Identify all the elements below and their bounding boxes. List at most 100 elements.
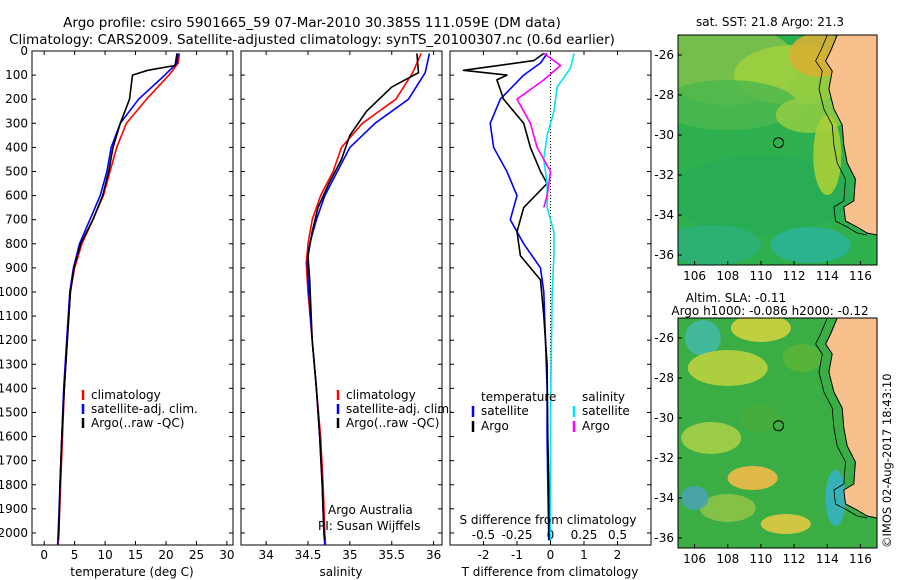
sla-map-ytick-label: -30 xyxy=(654,411,674,425)
depth-axis: 0 100 200 300 400 500 600 700 800 900 1000 1100 1200… xyxy=(0,44,28,540)
sla-map-ytick-label: -36 xyxy=(654,531,674,545)
sst-map-xtick-label: 112 xyxy=(783,269,806,283)
sst-map-ytick-label: -30 xyxy=(654,128,674,142)
difference-series-argo xyxy=(516,52,562,208)
difference-xtick-label: 0 xyxy=(547,548,555,562)
temperature-series-argo---raw--qc- xyxy=(57,53,178,541)
legend-label: climatology xyxy=(346,388,416,402)
legend-label: climatology xyxy=(91,388,161,402)
salinity-xtick-label: 34 xyxy=(258,548,273,562)
sla-map-field-blob xyxy=(760,514,811,534)
copyright-stamp: ©IMOS 02-Aug-2017 18:43:10 xyxy=(880,373,894,548)
maps: 106 108 110 112 114 116 -26 -28 -30 -32 -34 -36 106 1… xyxy=(654,34,878,566)
sla-map-ytick-label: -32 xyxy=(654,451,674,465)
sst-map-xtick-label: 110 xyxy=(749,269,772,283)
header-line-1: Argo profile: csiro 5901665_59 07-Mar-20… xyxy=(63,15,561,31)
sla-map-ytick-label: -34 xyxy=(654,491,674,505)
legend-label: satellite xyxy=(582,404,630,418)
sla-map-area xyxy=(678,318,877,548)
temperature-xtick-label: 10 xyxy=(97,548,112,562)
sla-map-field-blob xyxy=(730,318,791,342)
legend-header-salinity: salinity xyxy=(582,390,625,404)
salinity-xtick-label: 35.5 xyxy=(378,548,405,562)
salinity-xtick-label: 36 xyxy=(426,548,441,562)
temperature-xtick-label: 0 xyxy=(40,548,48,562)
sst-map-land xyxy=(825,35,877,244)
sst-map-ytick-label: -36 xyxy=(654,248,674,262)
sla-map-xtick-label: 110 xyxy=(749,552,772,566)
depth-tick-label: 100 xyxy=(5,68,28,82)
sst-map-frame xyxy=(677,34,878,266)
sla-map-title: Altim. SLA: -0.11 xyxy=(686,291,786,305)
temperature-xtick-label: 25 xyxy=(189,548,204,562)
depth-tick-label: 800 xyxy=(5,237,28,251)
legend-label: satellite-adj. clim. xyxy=(91,402,198,416)
depth-tick-label: 0 xyxy=(20,44,28,58)
temperature-xtick-label: 20 xyxy=(158,548,173,562)
sla-map-field-blob xyxy=(738,404,783,432)
legend-label: satellite-adj. clim. xyxy=(346,402,453,416)
annotation-pi: PI: Susan Wijffels xyxy=(318,519,420,533)
sst-map-xtick-label: 106 xyxy=(683,269,706,283)
sst-map-field-blob xyxy=(813,115,842,195)
legend-label: Argo xyxy=(582,419,610,433)
sla-map-field-blob xyxy=(684,320,721,356)
sst-map-xtick-label: 114 xyxy=(816,269,839,283)
sla-map-land xyxy=(825,318,877,527)
depth-tick-label: 1600 xyxy=(0,430,28,444)
sst-map-title: sat. SST: 21.8 Argo: 21.3 xyxy=(696,15,844,29)
legend-label: Argo(..raw -QC) xyxy=(91,416,184,430)
sst-map-argo-marker xyxy=(772,137,784,149)
salinity-panel-frame xyxy=(240,50,443,546)
sst-map-shelf-contour xyxy=(815,35,868,236)
salinity-xlabel: salinity xyxy=(319,565,362,579)
depth-tick-label: 500 xyxy=(5,165,28,179)
salinity-xtick-label: 34.5 xyxy=(295,548,322,562)
sla-map-xtick-label: 112 xyxy=(783,552,806,566)
depth-tick-label: 1300 xyxy=(0,357,28,371)
sla-map-argo-marker xyxy=(772,420,784,432)
difference-xtick-label: 2 xyxy=(614,548,622,562)
sla-map-ytick-label: -28 xyxy=(654,371,674,385)
depth-tick-label: 1100 xyxy=(0,309,28,323)
legend-label: satellite xyxy=(481,404,529,418)
sla-map-xtick-label: 106 xyxy=(683,552,706,566)
temperature-xtick-label: 15 xyxy=(128,548,143,562)
difference-xtick-label: 1 xyxy=(580,548,588,562)
difference-xlabel: T difference from climatology xyxy=(461,565,639,579)
difference-xtick-label: -2 xyxy=(478,548,490,562)
sla-map-field-blob xyxy=(681,422,742,454)
sla-map-xtick-label: 108 xyxy=(716,552,739,566)
sst-map-ytick-label: -34 xyxy=(654,208,674,222)
sla-map-field-blob xyxy=(680,486,709,510)
sla-map-xtick-label: 116 xyxy=(849,552,872,566)
depth-tick-label: 1500 xyxy=(0,406,28,420)
depth-tick-label: 300 xyxy=(5,116,28,130)
sla-map-subtitle: Argo h1000: -0.086 h2000: -0.12 xyxy=(671,304,868,318)
temperature-xtick-label: 5 xyxy=(71,548,79,562)
sst-map-area xyxy=(678,35,877,265)
legend-label: Argo(..raw -QC) xyxy=(346,416,439,430)
difference-series-satellite xyxy=(489,52,550,541)
legend-header-temperature: temperature xyxy=(481,390,556,404)
depth-tick-label: 900 xyxy=(5,261,28,275)
depth-tick-label: 400 xyxy=(5,140,28,154)
sst-map-field-blob xyxy=(678,225,762,265)
depth-tick-label: 700 xyxy=(5,213,28,227)
difference-top-tick-label: 0.25 xyxy=(571,528,598,542)
depth-tick-label: 2000 xyxy=(0,526,28,540)
depth-tick-label: 1900 xyxy=(0,502,28,516)
depth-tick-label: 1800 xyxy=(0,478,28,492)
temperature-series-satellite-adj--clim- xyxy=(56,53,179,546)
difference-top-tick-label: -0.25 xyxy=(501,528,532,542)
difference-top-xlabel: S difference from climatology xyxy=(460,513,637,527)
sst-map-field-blob xyxy=(678,80,798,130)
sst-map-xtick-label: 108 xyxy=(716,269,739,283)
salinity-series-climatology xyxy=(305,53,422,546)
temperature-xtick-label: 30 xyxy=(219,548,234,562)
sla-map-field-blob xyxy=(687,350,768,386)
sst-map-xtick-label: 116 xyxy=(849,269,872,283)
difference-xtick-label: -1 xyxy=(511,548,523,562)
temperature-panel-frame xyxy=(31,50,234,546)
